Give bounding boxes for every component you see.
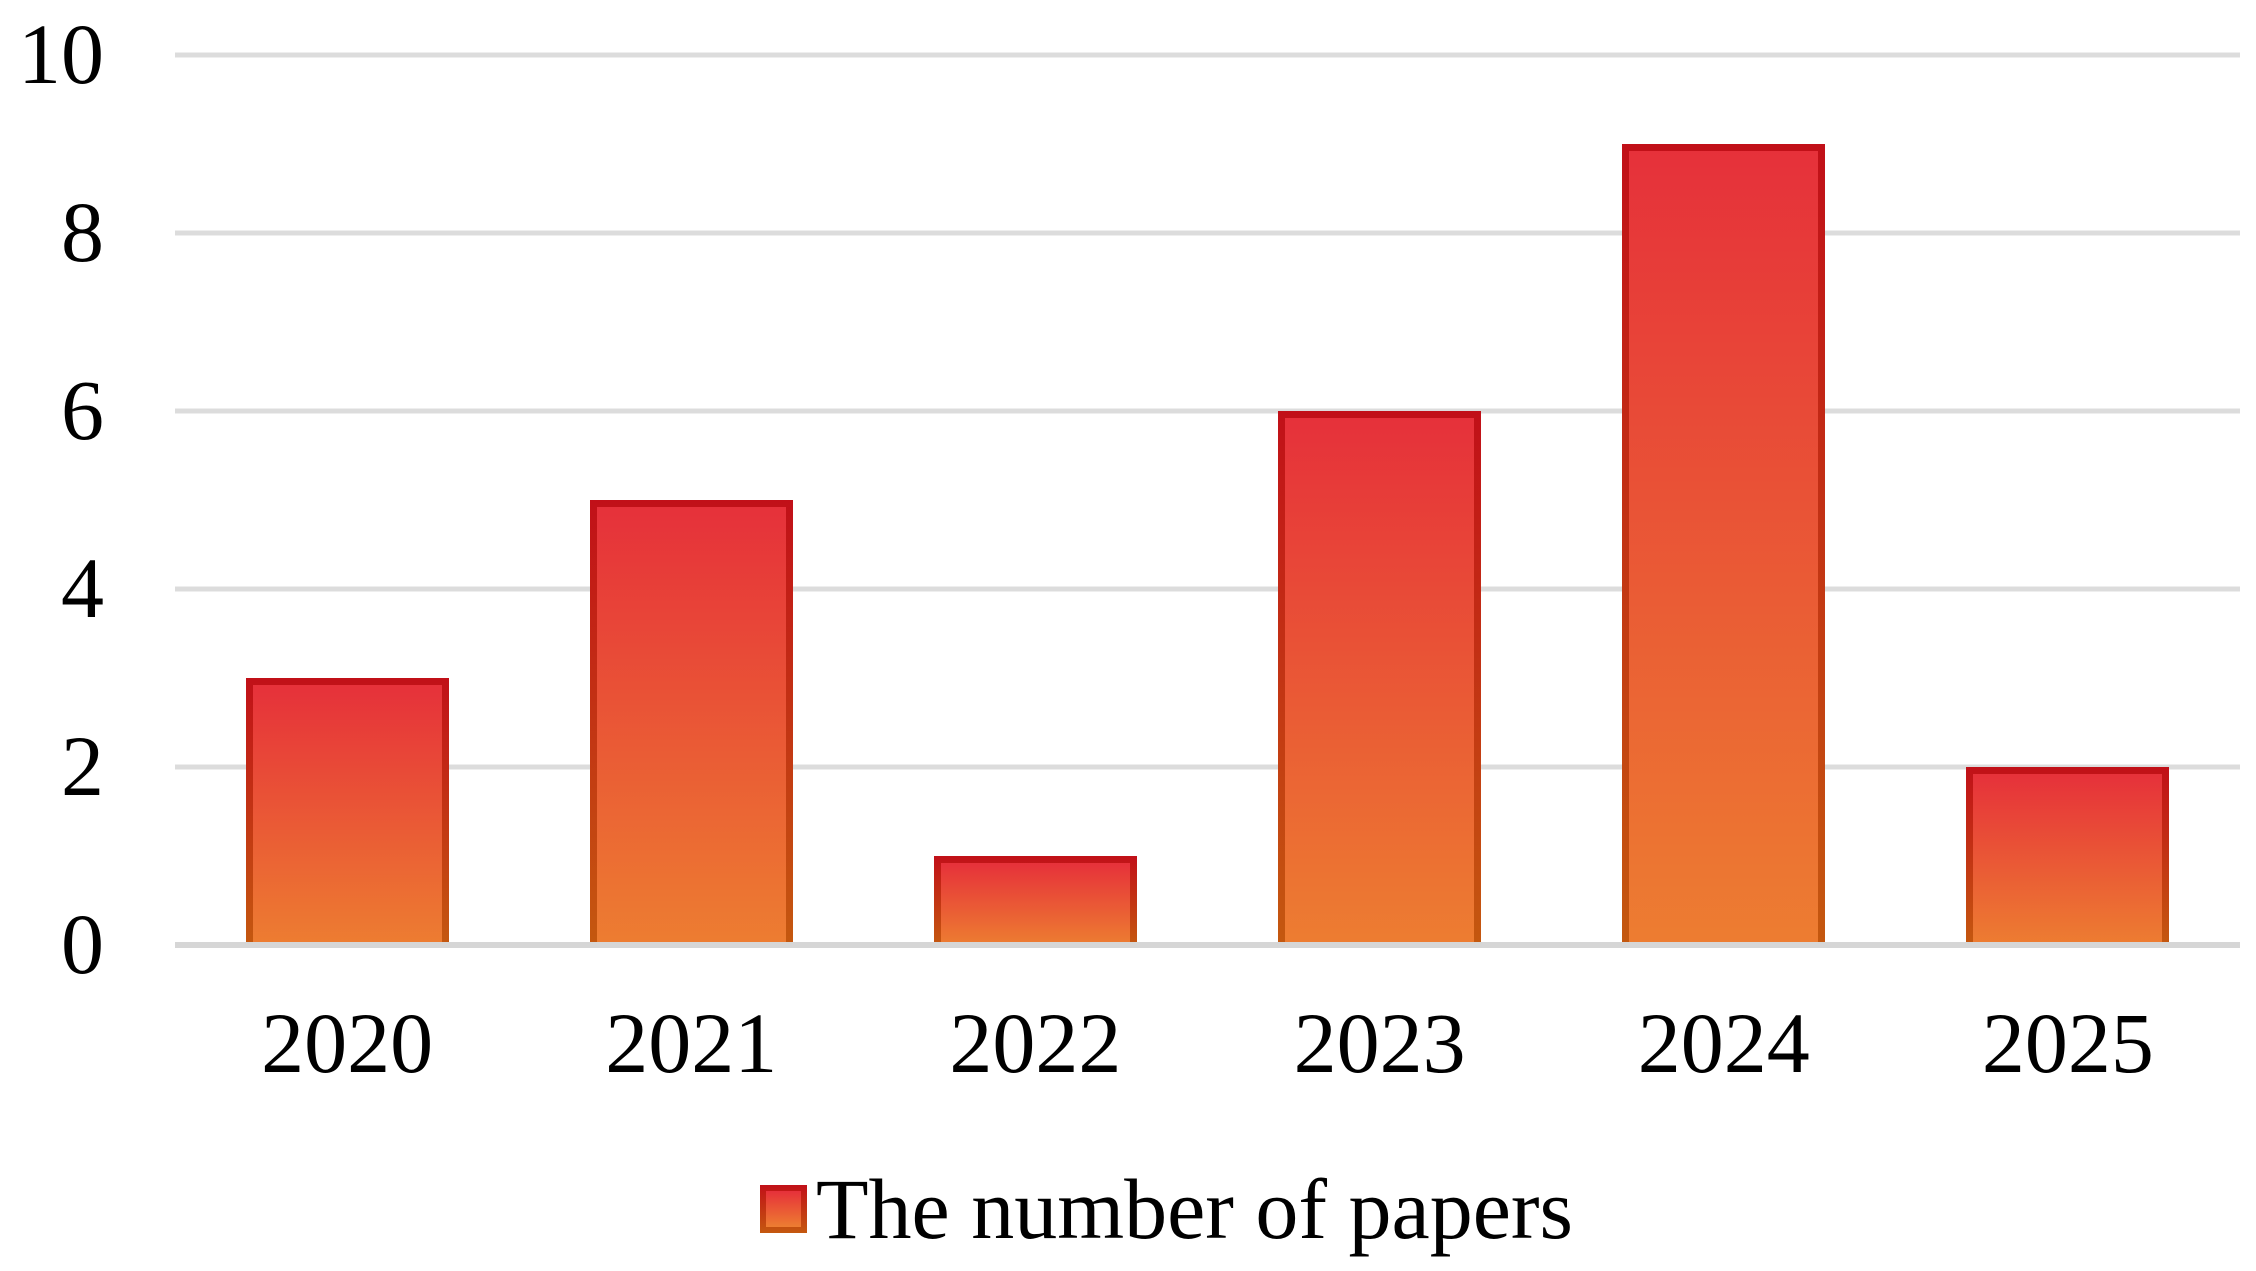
x-tick-label: 2023 — [1293, 995, 1466, 1091]
bar-fill — [1285, 418, 1475, 945]
y-tick-label: 4 — [61, 540, 104, 636]
x-tick-label: 2025 — [1981, 995, 2154, 1091]
bar-fill — [940, 863, 1130, 945]
bar-fill — [1973, 774, 2163, 945]
plot-area — [175, 52, 2240, 948]
x-tick-label: 2022 — [949, 995, 1122, 1091]
gridline — [175, 230, 2240, 236]
bar-fill — [252, 685, 442, 945]
bar-2023 — [1278, 411, 1482, 945]
bar-fill — [1629, 151, 1819, 945]
legend-swatch-icon — [760, 1185, 807, 1233]
y-tick-label: 0 — [61, 896, 104, 992]
x-axis-line — [175, 942, 2240, 948]
bar-2025 — [1966, 767, 2170, 945]
x-tick-label: 2024 — [1637, 995, 1810, 1091]
x-tick-label: 2021 — [605, 995, 778, 1091]
y-tick-label: 2 — [61, 718, 104, 814]
y-tick-label: 10 — [18, 6, 104, 102]
bar-2024 — [1622, 144, 1826, 945]
gridline — [175, 408, 2240, 414]
gridline — [175, 586, 2240, 592]
legend-swatch-fill — [766, 1191, 801, 1227]
bar-2022 — [933, 856, 1137, 945]
bar-2020 — [245, 678, 449, 945]
legend-label: The number of papers — [816, 1161, 1573, 1257]
legend: The number of papers — [760, 1166, 1573, 1252]
gridline — [175, 52, 2240, 58]
bar-2021 — [589, 500, 793, 945]
gridline — [175, 764, 2240, 770]
y-tick-label: 8 — [61, 184, 104, 280]
y-tick-label: 6 — [61, 362, 104, 458]
x-tick-label: 2020 — [261, 995, 434, 1091]
bar-fill — [596, 507, 786, 945]
